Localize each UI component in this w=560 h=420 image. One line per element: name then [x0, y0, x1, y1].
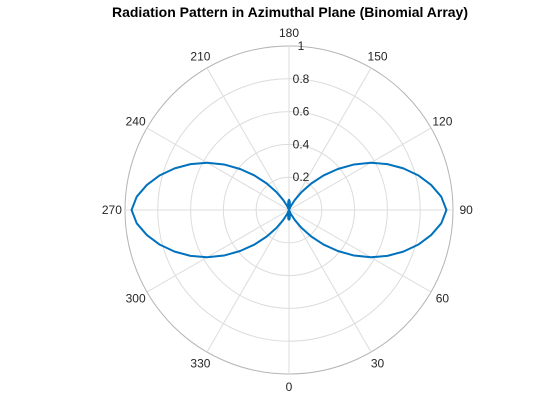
angular-tick-label: 330 [190, 356, 210, 370]
angular-tick-label: 210 [190, 50, 210, 64]
series-layer [130, 161, 448, 259]
chart-title: Radiation Pattern in Azimuthal Plane (Bi… [112, 4, 468, 20]
angular-tick-label: 120 [432, 114, 452, 128]
angular-tick-labels: 0 30 60 90 120 150 180 210 240 270 300 330 [102, 26, 473, 394]
angular-gridline [288, 209, 432, 293]
angular-gridline [288, 209, 372, 353]
angular-gridline [146, 209, 290, 293]
angular-gridline [288, 127, 432, 211]
angular-tick-label: 240 [126, 114, 146, 128]
radial-tick-label: 0.6 [293, 105, 310, 119]
angular-tick-label: 60 [436, 292, 450, 306]
radial-tick-labels: 0.2 0.4 0.6 0.8 1 [293, 39, 310, 184]
radial-tick-label: 0.2 [293, 170, 310, 184]
angular-gridline [288, 67, 372, 211]
radial-tick-label: 0.4 [293, 137, 310, 151]
angular-gridline [206, 209, 290, 353]
angular-tick-label: 300 [126, 292, 146, 306]
radial-tick-label: 0.8 [293, 72, 310, 86]
angular-tick-label: 90 [459, 203, 473, 217]
angular-tick-label: 0 [286, 380, 293, 394]
angular-tick-label: 270 [102, 203, 122, 217]
angular-gridline [146, 127, 290, 211]
angular-tick-label: 180 [279, 26, 299, 40]
radial-tick-label: 1 [298, 39, 305, 53]
series-line [130, 161, 448, 259]
angular-tick-label: 150 [368, 50, 388, 64]
polar-grid [124, 45, 454, 375]
angular-tick-label: 30 [371, 356, 385, 370]
angular-gridline [206, 67, 290, 211]
